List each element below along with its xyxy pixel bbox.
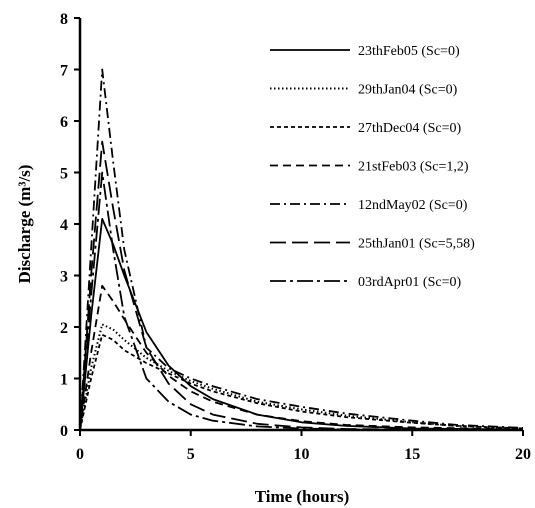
y-tick-label: 8 <box>60 11 68 28</box>
x-tick-label: 0 <box>76 446 84 463</box>
series-line-2 <box>79 323 524 431</box>
legend: 23thFeb05 (Sc=0) 29thJan04 (Sc=0) 27thDec0… <box>264 30 532 299</box>
y-tick-label: 7 <box>60 63 68 80</box>
series-line-6 <box>79 140 524 431</box>
series-line-5 <box>79 68 524 431</box>
y-tick-label: 0 <box>60 423 68 440</box>
x-tick-label: 15 <box>404 446 420 463</box>
y-tick-label: 6 <box>60 114 68 131</box>
legend-label-4: 21stFeb03 (Sc=1,2) <box>358 160 469 175</box>
axis-ticks: 0 5 10 15 20 0 1 2 3 4 5 6 7 8 <box>60 11 531 463</box>
legend-label-1: 23thFeb05 (Sc=0) <box>358 44 460 59</box>
legend-background <box>264 30 532 299</box>
legend-label-3: 27thDec04 (Sc=0) <box>358 121 461 136</box>
series-line-4 <box>79 284 524 431</box>
legend-label-6: 25thJan01 (Sc=5,58) <box>358 237 475 252</box>
y-tick-label: 1 <box>60 372 68 389</box>
y-axis-title: Discharge (m³/s) <box>15 165 34 284</box>
legend-label-7: 03rdApr01 (Sc=0) <box>358 275 461 290</box>
x-tick-label: 10 <box>294 446 310 463</box>
y-tick-label: 5 <box>60 166 68 183</box>
x-tick-label: 5 <box>187 446 195 463</box>
y-tick-label: 2 <box>60 320 68 337</box>
legend-label-5: 12ndMay02 (Sc=0) <box>358 198 468 213</box>
x-tick-label: 20 <box>515 446 531 463</box>
series-line-3 <box>79 333 524 431</box>
series-line-1 <box>79 217 524 431</box>
legend-label-2: 29thJan04 (Sc=0) <box>358 83 458 98</box>
y-tick-label: 3 <box>60 269 68 286</box>
y-tick-label: 4 <box>60 217 68 234</box>
x-axis-title: Time (hours) <box>255 487 350 506</box>
